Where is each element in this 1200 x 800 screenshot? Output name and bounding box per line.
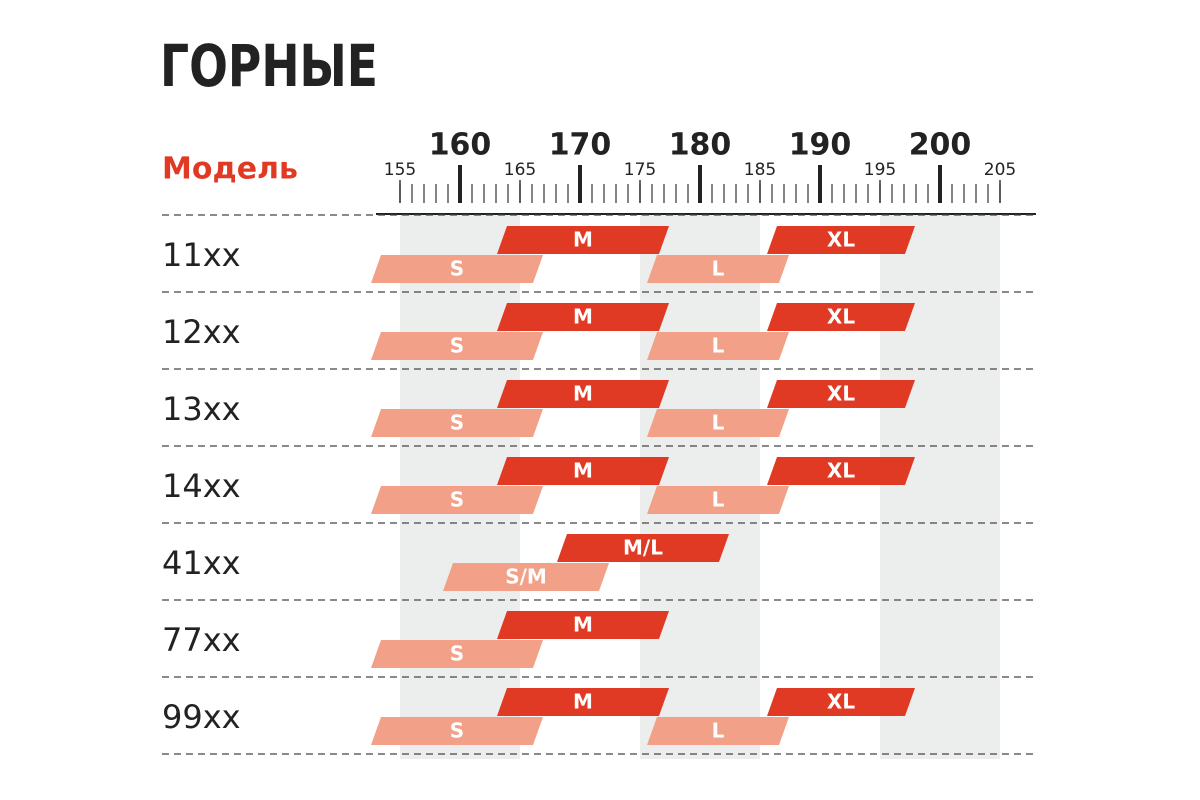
model-label: 11xx (162, 236, 241, 274)
size-range (371, 409, 543, 437)
size-label: M (573, 382, 593, 406)
row-header: Модель (162, 152, 298, 187)
size-label: S (450, 642, 464, 666)
size-label: M (573, 690, 593, 714)
size-label: M (573, 459, 593, 483)
size-label: M (573, 228, 593, 252)
size-range (767, 380, 915, 408)
x-tick-label: 155 (384, 160, 416, 180)
size-label: M (573, 305, 593, 329)
size-label: S (450, 411, 464, 435)
size-range (497, 611, 669, 639)
x-tick-label: 200 (909, 128, 972, 163)
size-range (371, 255, 543, 283)
size-range (497, 226, 669, 254)
size-label: L (712, 257, 725, 281)
model-label: 41xx (162, 544, 241, 582)
size-label: XL (827, 305, 855, 329)
size-label: XL (827, 382, 855, 406)
x-tick-label: 190 (789, 128, 852, 163)
size-range (767, 457, 915, 485)
size-range (371, 486, 543, 514)
model-label: 99xx (162, 698, 241, 736)
x-tick-label: 175 (624, 160, 656, 180)
size-range (767, 226, 915, 254)
x-tick-label: 180 (669, 128, 732, 163)
size-range (647, 409, 789, 437)
size-label: XL (827, 690, 855, 714)
model-label: 12xx (162, 313, 241, 351)
x-tick-label: 165 (504, 160, 536, 180)
size-label: S (450, 488, 464, 512)
size-range (497, 457, 669, 485)
model-label: 14xx (162, 467, 241, 505)
size-range (647, 332, 789, 360)
x-tick-label: 160 (429, 128, 492, 163)
model-label: 77xx (162, 621, 241, 659)
size-range (497, 303, 669, 331)
size-label: M/L (623, 536, 663, 560)
x-tick-label: 205 (984, 160, 1016, 180)
size-range (767, 688, 915, 716)
size-range (371, 717, 543, 745)
size-label: XL (827, 459, 855, 483)
size-label: S/M (505, 565, 547, 589)
chart-title: ГОРНЫЕ (160, 32, 378, 100)
size-range (443, 563, 609, 591)
size-label: L (712, 488, 725, 512)
x-tick-label: 185 (744, 160, 776, 180)
size-label: S (450, 334, 464, 358)
size-label: L (712, 411, 725, 435)
size-range (647, 486, 789, 514)
size-range (647, 255, 789, 283)
model-label: 13xx (162, 390, 241, 428)
size-label: S (450, 719, 464, 743)
size-range (647, 717, 789, 745)
size-range (497, 688, 669, 716)
size-label: L (712, 719, 725, 743)
x-tick-label: 195 (864, 160, 896, 180)
x-tick-label: 170 (549, 128, 612, 163)
size-range (371, 640, 543, 668)
size-range (371, 332, 543, 360)
size-label: L (712, 334, 725, 358)
size-range (497, 380, 669, 408)
size-range (557, 534, 729, 562)
size-label: S (450, 257, 464, 281)
size-range (767, 303, 915, 331)
size-label: XL (827, 228, 855, 252)
size-label: M (573, 613, 593, 637)
